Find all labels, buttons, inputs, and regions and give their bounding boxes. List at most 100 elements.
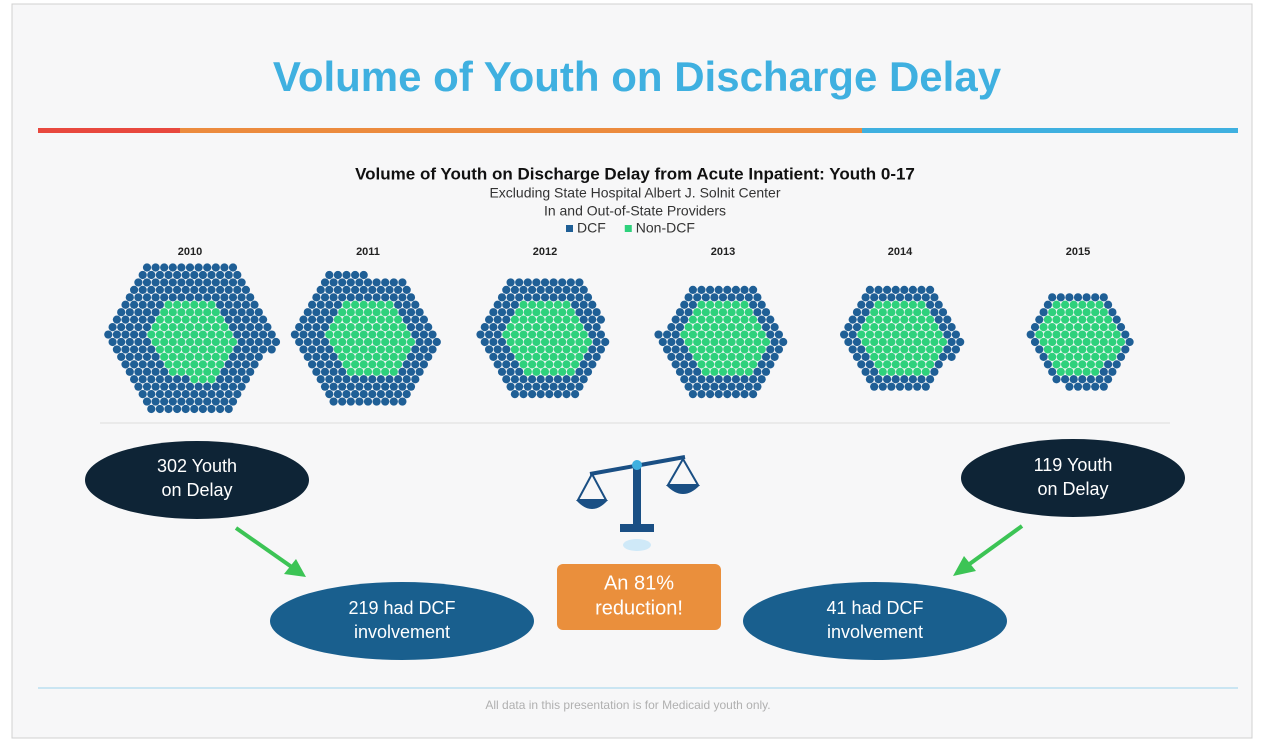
unit-dot	[861, 293, 870, 302]
unit-dot	[216, 285, 225, 294]
unit-dot	[1078, 360, 1087, 369]
unit-dot	[372, 323, 381, 332]
unit-dot	[558, 337, 567, 347]
unit-dot	[519, 330, 528, 339]
unit-dot	[727, 382, 736, 391]
unit-dot	[489, 337, 498, 347]
unit-dot	[381, 367, 390, 376]
unit-dot	[147, 404, 156, 414]
unit-dot	[308, 360, 317, 369]
unit-dot	[688, 390, 698, 399]
unit-dot	[130, 330, 139, 339]
unit-dot	[874, 330, 883, 339]
unit-dot	[241, 345, 250, 354]
unit-dot	[271, 337, 281, 347]
unit-dot	[359, 315, 368, 324]
unit-dot	[168, 278, 177, 287]
unit-dot	[254, 337, 263, 347]
unit-dot	[138, 330, 147, 339]
unit-dot	[198, 360, 207, 369]
unit-dot	[536, 285, 545, 294]
unit-dot	[575, 323, 584, 332]
unit-dot	[333, 375, 342, 384]
unit-dot	[1095, 345, 1104, 354]
unit-dot	[125, 367, 134, 376]
unit-dot	[857, 360, 866, 369]
unit-dot	[168, 397, 177, 406]
unit-dot	[1069, 300, 1078, 309]
unit-dot	[528, 300, 537, 309]
unit-dot	[476, 330, 485, 339]
unit-dot	[177, 367, 186, 376]
callout-text: involvement	[827, 622, 923, 642]
unit-dot	[857, 315, 866, 324]
unit-dot	[121, 345, 130, 354]
unit-dot	[359, 345, 368, 354]
hex-segment	[502, 300, 593, 376]
unit-dot	[566, 278, 575, 287]
unit-dot	[697, 360, 706, 369]
unit-dot	[173, 345, 182, 354]
unit-dot	[532, 367, 541, 376]
unit-dot	[402, 300, 411, 309]
unit-dot	[1082, 293, 1091, 302]
unit-dot	[1082, 352, 1091, 361]
unit-dot	[667, 352, 676, 361]
unit-dot	[181, 330, 190, 339]
unit-dot	[198, 300, 207, 309]
unit-dot	[706, 390, 715, 399]
unit-dot	[757, 315, 766, 324]
unit-dot	[938, 352, 948, 361]
unit-dot	[706, 345, 715, 354]
unit-dot	[203, 397, 212, 406]
unit-dot	[571, 345, 580, 354]
unit-dot	[207, 330, 216, 339]
unit-dot	[1052, 330, 1061, 339]
unit-dot	[355, 323, 364, 332]
unit-dot	[246, 323, 255, 332]
unit-dot	[246, 367, 255, 376]
unit-dot	[736, 367, 745, 376]
unit-dot	[1073, 308, 1083, 317]
unit-dot	[190, 345, 199, 354]
unit-dot	[228, 397, 238, 406]
unit-dot	[774, 345, 784, 354]
unit-dot	[727, 337, 736, 347]
chart-title: Volume of Youth on Discharge Delay from …	[355, 164, 915, 183]
unit-dot	[263, 337, 272, 347]
unit-dot	[571, 375, 580, 384]
unit-dot	[147, 315, 156, 324]
unit-dot	[346, 293, 355, 302]
unit-dot	[211, 293, 220, 302]
unit-dot	[372, 308, 381, 317]
unit-dot	[151, 382, 160, 391]
unit-dot	[190, 300, 199, 309]
unit-dot	[701, 323, 710, 332]
unit-dot	[1065, 323, 1074, 332]
legend-label: DCF	[577, 220, 606, 236]
unit-dot	[312, 308, 321, 317]
unit-dot	[363, 337, 373, 347]
unit-dot	[121, 315, 130, 324]
unit-dot	[177, 382, 186, 391]
unit-dot	[181, 315, 190, 324]
footer: All data in this presentation is for Med…	[485, 698, 770, 712]
unit-dot	[351, 300, 360, 309]
unit-dot	[848, 315, 857, 324]
unit-dot	[1061, 315, 1070, 324]
unit-dot	[320, 278, 330, 287]
unit-dot	[718, 352, 728, 361]
unit-dot	[706, 315, 715, 324]
unit-dot	[1112, 345, 1121, 354]
unit-dot	[515, 323, 524, 332]
unit-dot	[921, 337, 930, 347]
unit-dot	[207, 404, 216, 414]
unit-dot	[151, 308, 160, 317]
unit-dot	[108, 337, 117, 347]
unit-dot	[333, 345, 342, 354]
unit-dot	[147, 285, 156, 294]
unit-dot	[190, 404, 199, 414]
unit-dot	[1052, 300, 1061, 309]
unit-dot	[844, 323, 853, 332]
